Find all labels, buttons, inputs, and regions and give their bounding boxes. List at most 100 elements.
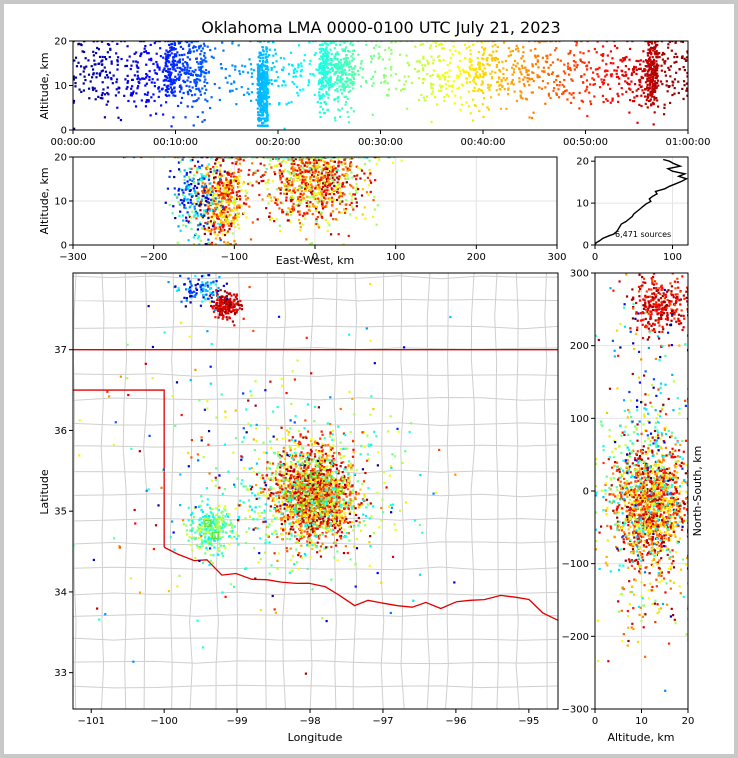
time-altitude-point: [326, 53, 329, 56]
eastwest-altitude-point: [334, 185, 338, 188]
eastwest-altitude-point: [188, 178, 192, 181]
eastwest-altitude-point: [231, 179, 234, 182]
eastwest-altitude-point: [196, 212, 199, 215]
time-altitude-point: [621, 70, 624, 73]
county-line: [73, 325, 558, 330]
eastwest-altitude-point: [218, 212, 222, 215]
time-altitude-point: [398, 79, 401, 82]
eastwest-altitude-point: [344, 173, 347, 177]
eastwest-altitude-point: [359, 177, 362, 180]
eastwest-altitude-point: [304, 178, 307, 181]
time-altitude-point: [361, 68, 365, 71]
eastwest-altitude-point: [196, 160, 200, 163]
time-altitude-point: [97, 48, 100, 51]
time-altitude-point: [318, 81, 321, 85]
time-altitude-point: [346, 60, 349, 63]
eastwest-altitude-point: [209, 193, 213, 196]
time-altitude-point: [456, 65, 460, 68]
time-altitude-point: [464, 77, 468, 80]
time-altitude-point: [299, 88, 302, 92]
time-altitude-point: [194, 45, 197, 49]
eastwest-altitude-point: [299, 168, 302, 172]
eastwest-altitude-point: [320, 190, 323, 193]
time-altitude-point: [265, 46, 268, 49]
time-altitude-point: [613, 44, 617, 48]
time-altitude-point: [347, 90, 351, 93]
time-altitude-point: [277, 84, 280, 88]
eastwest-altitude-point: [228, 183, 231, 186]
time-altitude-point: [418, 61, 422, 64]
plan-view-point: [271, 462, 275, 465]
time-altitude-point: [203, 85, 206, 88]
time-altitude-point: [197, 62, 200, 65]
eastwest-altitude-point: [323, 174, 327, 177]
time-altitude-point: [318, 67, 321, 71]
eastwest-altitude-point: [222, 159, 225, 163]
time-altitude-point: [287, 101, 290, 104]
eastwest-altitude-point: [242, 211, 245, 215]
time-altitude-panel: 00:00:00 00:10:00 00:20:00 00:30:00 00:40:00…: [38, 37, 710, 149]
time-altitude-point: [686, 87, 688, 90]
time-altitude-point: [297, 66, 300, 69]
time-altitude-point: [649, 50, 652, 53]
time-altitude-point: [264, 110, 268, 113]
time-altitude-point: [282, 66, 285, 69]
time-altitude-point: [324, 49, 327, 53]
time-altitude-point: [652, 73, 655, 76]
time-altitude-point: [199, 69, 203, 73]
time-altitude-point: [320, 88, 324, 91]
eastwest-altitude-point: [193, 181, 196, 184]
time-altitude-point: [258, 83, 261, 87]
time-altitude-point: [670, 49, 673, 52]
time-altitude-point: [645, 99, 648, 102]
eastwest-altitude-point: [308, 209, 311, 212]
eastwest-altitude-point: [300, 186, 303, 189]
time-altitude-point: [266, 96, 269, 99]
time-altitude-point: [334, 97, 337, 101]
eastwest-altitude-point: [220, 206, 223, 209]
time-altitude-point: [126, 81, 129, 84]
time-altitude-point: [447, 94, 450, 98]
eastwest-altitude-point: [173, 157, 176, 159]
eastwest-altitude-point: [195, 157, 198, 159]
time-altitude-point: [257, 96, 260, 99]
eastwest-altitude-point: [326, 161, 329, 164]
time-altitude-point: [657, 84, 660, 87]
eastwest-altitude-point: [219, 219, 223, 222]
time-altitude-point: [181, 68, 184, 71]
time-altitude-point: [629, 88, 632, 91]
time-altitude-point: [352, 110, 356, 113]
eastwest-altitude-point: [245, 216, 248, 219]
time-altitude-point: [482, 115, 485, 119]
time-altitude-point: [250, 75, 253, 78]
time-altitude-point: [543, 70, 546, 73]
time-altitude-point: [135, 60, 138, 63]
time-altitude-point: [345, 54, 348, 57]
time-altitude-point: [482, 47, 486, 50]
time-altitude-point: [97, 95, 100, 98]
time-altitude-point: [137, 77, 140, 80]
time-altitude-point: [401, 88, 405, 91]
time-altitude-point: [137, 66, 140, 70]
time-altitude-point: [308, 41, 311, 44]
time-altitude-point: [541, 79, 545, 83]
time-altitude-point: [649, 94, 652, 97]
time-altitude-point: [264, 56, 267, 59]
eastwest-altitude-point: [212, 157, 215, 159]
time-altitude-point: [481, 53, 484, 57]
time-altitude-point: [606, 69, 609, 72]
eastwest-altitude-point: [287, 219, 290, 222]
time-altitude-point: [345, 63, 349, 66]
eastwest-altitude-point: [372, 157, 375, 159]
time-altitude-point: [295, 70, 298, 73]
eastwest-altitude-point: [347, 157, 350, 159]
eastwest-altitude-point: [297, 164, 300, 167]
eastwest-altitude-point: [281, 202, 284, 205]
eastwest-altitude-point: [204, 166, 208, 170]
time-altitude-point: [638, 103, 641, 106]
time-altitude-point: [287, 72, 291, 75]
eastwest-altitude-point: [284, 185, 287, 188]
time-altitude-point: [440, 89, 443, 93]
plan-view-point: [249, 488, 253, 491]
time-altitude-point: [649, 84, 652, 87]
